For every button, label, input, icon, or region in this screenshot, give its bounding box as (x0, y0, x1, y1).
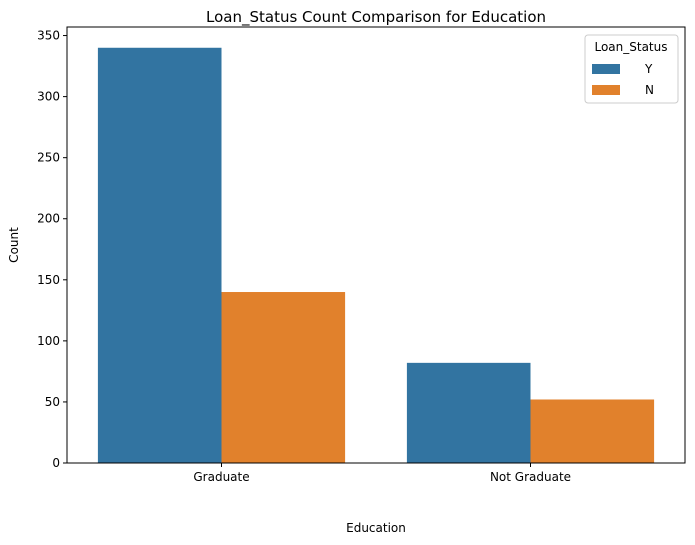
y-tick-label: 150 (37, 273, 60, 287)
x-tick-label: Not Graduate (490, 470, 571, 484)
legend-swatch-n (592, 85, 620, 95)
y-tick-label: 200 (37, 212, 60, 226)
plot-frame (66, 26, 686, 464)
y-tick-label: 100 (37, 334, 60, 348)
bar-graduate-y (97, 47, 222, 464)
y-axis: 0 50 100 150 200 250 300 350 (37, 29, 67, 470)
chart-title: Loan_Status Count Comparison for Educati… (206, 8, 546, 27)
bar-graduate-n (221, 292, 346, 463)
plot-area (66, 26, 686, 464)
y-tick-label: 0 (52, 456, 60, 470)
legend-items: YN (592, 62, 654, 97)
legend-title: Loan_Status (594, 40, 667, 54)
y-axis-label: Count (7, 227, 21, 263)
y-tick-label: 350 (37, 29, 60, 43)
y-tick-label: 50 (45, 395, 60, 409)
legend-swatch-y (592, 64, 620, 74)
x-axis: Graduate Not Graduate (193, 463, 571, 484)
legend-label-y: Y (644, 62, 653, 76)
x-tick-label: Graduate (193, 470, 249, 484)
y-tick-label: 300 (37, 90, 60, 104)
bars (97, 47, 655, 464)
x-axis-label: Education (346, 521, 406, 535)
y-tick-label: 250 (37, 151, 60, 165)
legend: Loan_Status YN (584, 34, 679, 104)
bar-not-graduate-y (406, 362, 531, 463)
legend-label-n: N (645, 83, 654, 97)
bar-not-graduate-n (530, 399, 655, 463)
